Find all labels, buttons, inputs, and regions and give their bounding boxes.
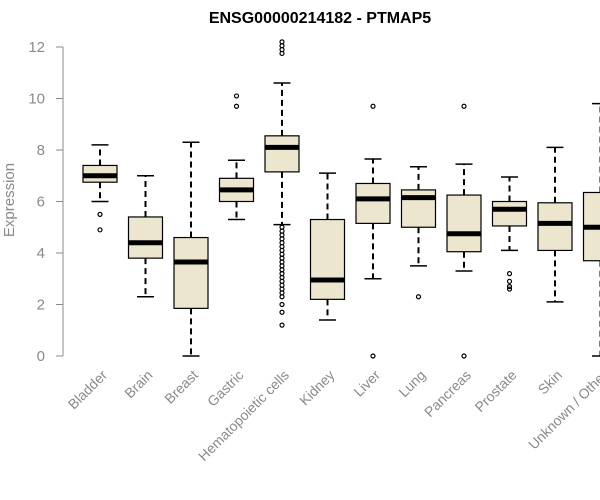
box-series xyxy=(82,39,600,359)
outlier-hematopoietic-cells-25 xyxy=(279,322,285,328)
box-kidney xyxy=(309,218,346,300)
x-tick-label-liver: Liver xyxy=(350,367,383,400)
box-group-pancreas xyxy=(446,103,482,359)
y-tick-label-10: 10 xyxy=(28,91,45,108)
outlier-prostate-1 xyxy=(506,278,513,284)
box-group-unknown-other xyxy=(582,102,600,357)
outlier-prostate-0 xyxy=(506,271,513,277)
box-group-lung xyxy=(400,165,437,300)
box-pancreas xyxy=(446,194,482,253)
box-group-kidney xyxy=(309,172,346,321)
outlier-gastric-0 xyxy=(233,103,240,109)
box-brain xyxy=(127,216,164,259)
outlier-hematopoietic-cells-3 xyxy=(279,50,285,57)
outlier-bladder-1 xyxy=(97,227,103,233)
box-prostate xyxy=(491,200,528,227)
box-hematopoietic-cells xyxy=(264,135,300,173)
box-liver xyxy=(355,182,391,224)
y-axis-label: Expression xyxy=(1,163,18,237)
y-tick-label-0: 0 xyxy=(37,348,45,365)
box-group-liver xyxy=(355,103,391,359)
x-tick-label-skin: Skin xyxy=(535,367,566,398)
x-tick-label-lung: Lung xyxy=(395,367,428,400)
x-tick-label-breast: Breast xyxy=(161,367,201,407)
outlier-hematopoietic-cells-23 xyxy=(279,301,285,308)
outlier-prostate-2 xyxy=(506,283,513,290)
box-group-bladder xyxy=(82,144,118,233)
x-tick-label-pancreas: Pancreas xyxy=(421,367,474,420)
y-tick-label-6: 6 xyxy=(37,194,45,211)
y-tick-label-4: 4 xyxy=(37,245,45,262)
x-tick-label-prostate: Prostate xyxy=(471,367,519,415)
y-tick-label-12: 12 xyxy=(28,39,45,56)
y-tick-label-8: 8 xyxy=(37,142,45,159)
outlier-prostate-3 xyxy=(506,286,513,292)
y-tick-label-2: 2 xyxy=(37,297,45,314)
box-group-gastric xyxy=(218,93,255,221)
outlier-hematopoietic-cells-24 xyxy=(279,309,285,315)
box-group-breast xyxy=(173,141,209,357)
x-tick-label-gastric: Gastric xyxy=(204,367,247,410)
y-axis-ticks: 0 2 4 6 8 10 12 xyxy=(28,39,63,365)
box-skin xyxy=(537,202,573,252)
x-tick-label-hematopoietic-cells: Hematopoietic cells xyxy=(195,367,292,464)
chart-title: ENSG00000214182 - PTMAP5 xyxy=(209,10,431,27)
x-tick-label-bladder: Bladder xyxy=(65,367,111,413)
outlier-bladder-0 xyxy=(97,211,103,217)
box-group-prostate xyxy=(491,176,528,292)
outlier-liver-1 xyxy=(370,353,376,359)
outlier-hematopoietic-cells-22 xyxy=(279,294,285,300)
box-group-skin xyxy=(537,146,573,303)
outlier-pancreas-0 xyxy=(461,103,467,109)
x-tick-label-kidney: Kidney xyxy=(296,367,338,409)
outlier-lung-0 xyxy=(415,294,422,300)
box-breast xyxy=(173,236,209,309)
outlier-pancreas-1 xyxy=(461,353,467,359)
box-group-hematopoietic-cells xyxy=(264,39,300,328)
outlier-liver-0 xyxy=(370,103,376,109)
box-group-brain xyxy=(127,175,164,298)
x-tick-label-brain: Brain xyxy=(121,367,155,401)
outlier-gastric-1 xyxy=(233,93,240,99)
